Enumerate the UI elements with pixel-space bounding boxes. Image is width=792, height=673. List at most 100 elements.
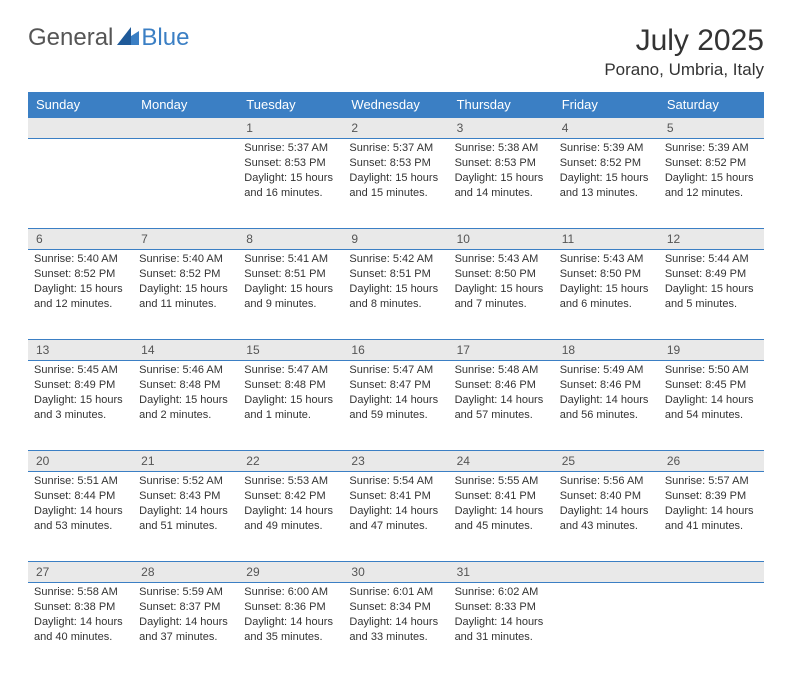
sunrise-text: Sunrise: 5:45 AM <box>34 363 127 378</box>
week-row: Sunrise: 5:37 AM Sunset: 8:53 PM Daylight:… <box>28 139 764 229</box>
daylight-text: Daylight: 14 hours and 41 minutes. <box>665 504 758 534</box>
day-number-cell: 29 <box>238 562 343 583</box>
day-number-cell <box>659 562 764 583</box>
day-number-cell: 13 <box>28 340 133 361</box>
day-number-cell: 24 <box>449 451 554 472</box>
day-cell-body: Sunrise: 5:51 AMSunset: 8:44 PMDaylight:… <box>34 472 127 533</box>
sunrise-text: Sunrise: 5:47 AM <box>349 363 442 378</box>
day-number-row: 6789101112 <box>28 229 764 250</box>
day-number-cell: 1 <box>238 118 343 139</box>
day-number-cell: 19 <box>659 340 764 361</box>
day-cell-body: Sunrise: 5:46 AMSunset: 8:48 PMDaylight:… <box>139 361 232 422</box>
sunrise-text: Sunrise: 5:43 AM <box>455 252 548 267</box>
sunset-text: Sunset: 8:47 PM <box>349 378 442 393</box>
day-number-cell: 21 <box>133 451 238 472</box>
day-number-cell: 10 <box>449 229 554 250</box>
day-cell-body: Sunrise: 5:39 AMSunset: 8:52 PMDaylight:… <box>665 139 758 200</box>
sunset-text: Sunset: 8:48 PM <box>244 378 337 393</box>
day-cell <box>133 139 238 229</box>
sunrise-text: Sunrise: 5:46 AM <box>139 363 232 378</box>
day-number-cell: 22 <box>238 451 343 472</box>
sunrise-text: Sunrise: 5:48 AM <box>455 363 548 378</box>
day-cell-body: Sunrise: 5:52 AMSunset: 8:43 PMDaylight:… <box>139 472 232 533</box>
daylight-text: Daylight: 14 hours and 35 minutes. <box>244 615 337 645</box>
day-cell: Sunrise: 5:37 AMSunset: 8:53 PMDaylight:… <box>343 139 448 229</box>
sunrise-text: Sunrise: 5:54 AM <box>349 474 442 489</box>
day-cell: Sunrise: 5:45 AMSunset: 8:49 PMDaylight:… <box>28 361 133 451</box>
daylight-text: Daylight: 15 hours and 2 minutes. <box>139 393 232 423</box>
sunrise-text: Sunrise: 5:42 AM <box>349 252 442 267</box>
day-header: Wednesday <box>343 92 448 118</box>
day-number-cell <box>133 118 238 139</box>
sunrise-text: Sunrise: 5:53 AM <box>244 474 337 489</box>
day-cell <box>659 583 764 673</box>
location-subtitle: Porano, Umbria, Italy <box>604 60 764 80</box>
sunset-text: Sunset: 8:38 PM <box>34 600 127 615</box>
day-cell-body: Sunrise: 5:50 AMSunset: 8:45 PMDaylight:… <box>665 361 758 422</box>
sunset-text: Sunset: 8:34 PM <box>349 600 442 615</box>
day-cell-body: Sunrise: 6:01 AMSunset: 8:34 PMDaylight:… <box>349 583 442 644</box>
logo-text-blue: Blue <box>141 24 189 52</box>
sunset-text: Sunset: 8:41 PM <box>455 489 548 504</box>
title-block: July 2025 Porano, Umbria, Italy <box>604 24 764 80</box>
sunset-text: Sunset: 8:42 PM <box>244 489 337 504</box>
sunrise-text: Sunrise: 5:57 AM <box>665 474 758 489</box>
day-cell: Sunrise: 5:42 AMSunset: 8:51 PMDaylight:… <box>343 250 448 340</box>
sunrise-text: Sunrise: 5:51 AM <box>34 474 127 489</box>
sunrise-text: Sunrise: 5:39 AM <box>665 141 758 156</box>
day-number-cell: 20 <box>28 451 133 472</box>
sunrise-text: Sunrise: 6:01 AM <box>349 585 442 600</box>
day-header: Thursday <box>449 92 554 118</box>
daylight-text: Daylight: 15 hours and 5 minutes. <box>665 282 758 312</box>
day-cell-body: Sunrise: 6:02 AMSunset: 8:33 PMDaylight:… <box>455 583 548 644</box>
day-header: Sunday <box>28 92 133 118</box>
sunrise-text: Sunrise: 5:59 AM <box>139 585 232 600</box>
day-cell-body: Sunrise: 5:37 AMSunset: 8:53 PMDaylight:… <box>244 139 337 200</box>
week-row: Sunrise: 5:51 AMSunset: 8:44 PMDaylight:… <box>28 472 764 562</box>
day-cell: Sunrise: 5:38 AMSunset: 8:53 PMDaylight:… <box>449 139 554 229</box>
daylight-text: Daylight: 15 hours and 9 minutes. <box>244 282 337 312</box>
sunrise-text: Sunrise: 5:39 AM <box>560 141 653 156</box>
sunrise-text: Sunrise: 5:50 AM <box>665 363 758 378</box>
sunset-text: Sunset: 8:45 PM <box>665 378 758 393</box>
sunset-text: Sunset: 8:49 PM <box>665 267 758 282</box>
daylight-text: Daylight: 14 hours and 53 minutes. <box>34 504 127 534</box>
day-cell-body: Sunrise: 5:43 AMSunset: 8:50 PMDaylight:… <box>455 250 548 311</box>
daylight-text: Daylight: 15 hours and 6 minutes. <box>560 282 653 312</box>
day-header: Friday <box>554 92 659 118</box>
daylight-text: Daylight: 14 hours and 31 minutes. <box>455 615 548 645</box>
sunset-text: Sunset: 8:53 PM <box>455 156 548 171</box>
daylight-text: Daylight: 15 hours and 13 minutes. <box>560 171 653 201</box>
logo-mark-icon <box>117 27 139 50</box>
day-cell-body: Sunrise: 5:43 AMSunset: 8:50 PMDaylight:… <box>560 250 653 311</box>
daylight-text: Daylight: 14 hours and 51 minutes. <box>139 504 232 534</box>
daylight-text: Daylight: 14 hours and 45 minutes. <box>455 504 548 534</box>
logo: General Blue <box>28 24 189 52</box>
sunrise-text: Sunrise: 5:40 AM <box>139 252 232 267</box>
day-cell: Sunrise: 5:48 AMSunset: 8:46 PMDaylight:… <box>449 361 554 451</box>
day-cell-body: Sunrise: 5:53 AMSunset: 8:42 PMDaylight:… <box>244 472 337 533</box>
day-cell-body: Sunrise: 5:37 AMSunset: 8:53 PMDaylight:… <box>349 139 442 200</box>
day-cell: Sunrise: 5:47 AMSunset: 8:48 PMDaylight:… <box>238 361 343 451</box>
day-cell-body: Sunrise: 5:58 AMSunset: 8:38 PMDaylight:… <box>34 583 127 644</box>
day-cell-body: Sunrise: 5:40 AMSunset: 8:52 PMDaylight:… <box>139 250 232 311</box>
day-cell: Sunrise: 5:55 AMSunset: 8:41 PMDaylight:… <box>449 472 554 562</box>
daylight-text: Daylight: 15 hours and 1 minute. <box>244 393 337 423</box>
day-cell: Sunrise: 5:50 AMSunset: 8:45 PMDaylight:… <box>659 361 764 451</box>
day-cell: Sunrise: 5:47 AMSunset: 8:47 PMDaylight:… <box>343 361 448 451</box>
sunset-text: Sunset: 8:52 PM <box>560 156 653 171</box>
day-cell: Sunrise: 5:53 AMSunset: 8:42 PMDaylight:… <box>238 472 343 562</box>
day-cell-body: Sunrise: 5:44 AMSunset: 8:49 PMDaylight:… <box>665 250 758 311</box>
sunset-text: Sunset: 8:36 PM <box>244 600 337 615</box>
day-cell-body: Sunrise: 5:47 AMSunset: 8:48 PMDaylight:… <box>244 361 337 422</box>
sunrise-text: Sunrise: 6:02 AM <box>455 585 548 600</box>
day-cell: Sunrise: 5:40 AMSunset: 8:52 PMDaylight:… <box>28 250 133 340</box>
day-cell: Sunrise: 5:56 AMSunset: 8:40 PMDaylight:… <box>554 472 659 562</box>
daylight-text: Daylight: 14 hours and 56 minutes. <box>560 393 653 423</box>
sunset-text: Sunset: 8:39 PM <box>665 489 758 504</box>
day-cell: Sunrise: 6:00 AMSunset: 8:36 PMDaylight:… <box>238 583 343 673</box>
sunrise-text: Sunrise: 5:37 AM <box>244 141 337 156</box>
sunset-text: Sunset: 8:53 PM <box>349 156 442 171</box>
daylight-text: Daylight: 14 hours and 43 minutes. <box>560 504 653 534</box>
daylight-text: Daylight: 15 hours and 8 minutes. <box>349 282 442 312</box>
